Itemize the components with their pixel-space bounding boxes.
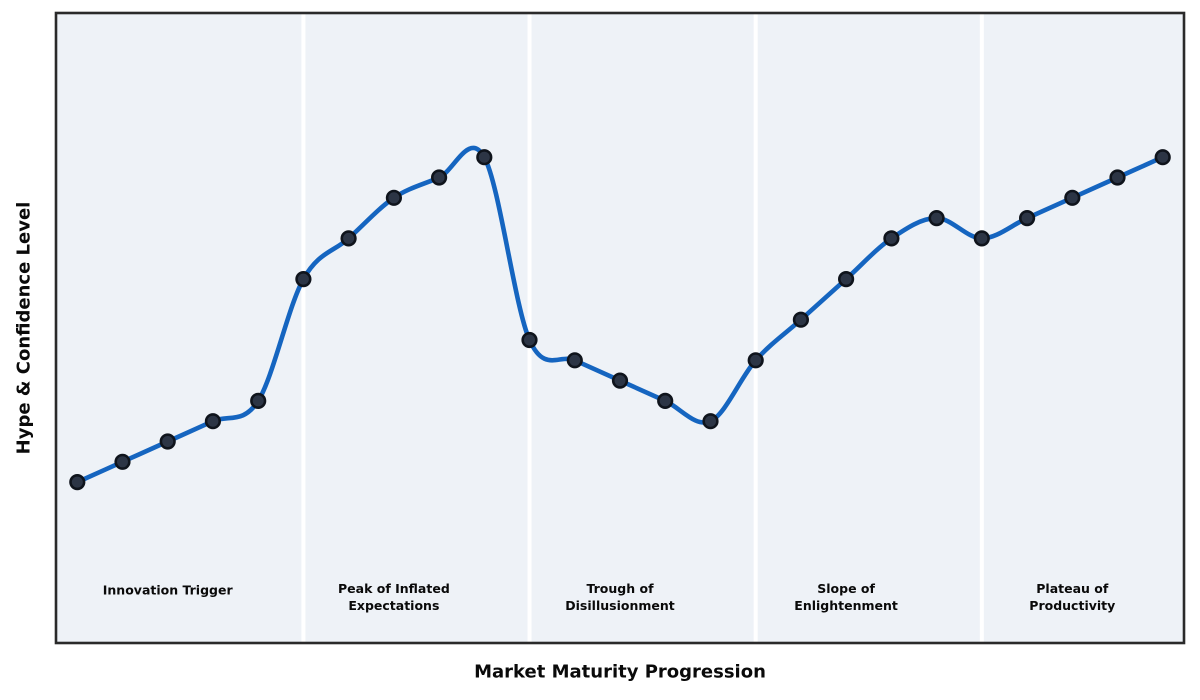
data-point-marker — [657, 392, 674, 410]
phase-label-line: Productivity — [1029, 598, 1116, 613]
data-point-marker — [1018, 210, 1036, 227]
data-point-marker — [611, 372, 629, 389]
phase-label: Peak of Inflated Expectations — [338, 580, 450, 614]
x-axis-label: Market Maturity Progression — [474, 661, 766, 683]
phase-label-line: Slope of — [817, 581, 875, 596]
data-point-marker — [295, 271, 312, 288]
data-point-marker — [385, 189, 403, 206]
data-point-marker — [476, 149, 493, 166]
phase-label-line: Disillusionment — [565, 598, 675, 613]
phase-label-line: Trough of — [586, 581, 654, 596]
data-point-marker — [340, 230, 357, 247]
phase-label-line: Expectations — [348, 598, 440, 613]
data-point-marker — [1109, 169, 1126, 186]
data-point-marker — [702, 413, 719, 430]
phase-label: Innovation Trigger — [103, 582, 233, 599]
phase-label: Trough of Disillusionment — [565, 580, 674, 614]
data-point-marker — [1154, 149, 1171, 166]
phase-label-line: Plateau of — [1036, 581, 1109, 596]
phase-label-line: Innovation Trigger — [102, 582, 233, 598]
data-point-marker — [69, 474, 86, 491]
data-point-marker — [521, 331, 538, 349]
data-point-marker — [566, 352, 583, 369]
plot-background — [56, 13, 1184, 643]
data-point-marker — [159, 433, 176, 450]
data-point-marker — [883, 230, 900, 247]
data-point-marker — [928, 210, 945, 227]
data-point-marker — [114, 453, 131, 470]
phase-label: Slope of Enlightenment — [794, 580, 898, 614]
data-point-marker — [1064, 189, 1081, 206]
data-point-marker — [837, 271, 855, 288]
plot-border — [54, 11, 1186, 645]
data-point-marker — [204, 413, 221, 430]
hype-curve — [75, 145, 1165, 485]
data-point-marker — [747, 352, 764, 369]
data-point-marker — [792, 311, 810, 328]
data-point-marker — [431, 169, 448, 186]
phase-label: Plateau of Productivity — [1029, 580, 1115, 614]
data-point-marker — [250, 392, 267, 410]
phase-label-line: Peak of Inflated — [338, 581, 450, 596]
phase-label-line: Enlightenment — [794, 598, 898, 613]
data-point-marker — [973, 230, 990, 247]
y-axis-label: Hype & Confidence Level — [13, 201, 35, 455]
